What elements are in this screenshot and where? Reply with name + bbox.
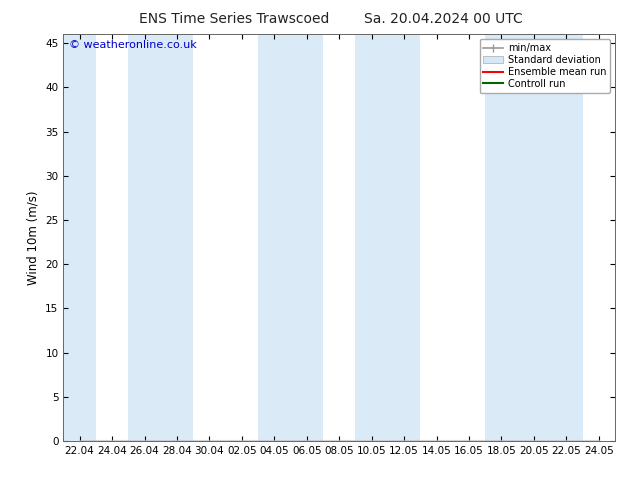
Bar <box>388 34 420 441</box>
Bar <box>550 34 583 441</box>
Bar <box>63 34 96 441</box>
Text: Sa. 20.04.2024 00 UTC: Sa. 20.04.2024 00 UTC <box>365 12 523 26</box>
Bar <box>128 34 161 441</box>
Bar <box>161 34 193 441</box>
Y-axis label: Wind 10m (m/s): Wind 10m (m/s) <box>27 191 40 285</box>
Bar <box>485 34 517 441</box>
Bar <box>356 34 388 441</box>
Bar <box>290 34 323 441</box>
Legend: min/max, Standard deviation, Ensemble mean run, Controll run: min/max, Standard deviation, Ensemble me… <box>479 39 610 93</box>
Bar <box>258 34 290 441</box>
Text: ENS Time Series Trawscoed: ENS Time Series Trawscoed <box>139 12 330 26</box>
Text: © weatheronline.co.uk: © weatheronline.co.uk <box>69 40 197 50</box>
Bar <box>517 34 550 441</box>
